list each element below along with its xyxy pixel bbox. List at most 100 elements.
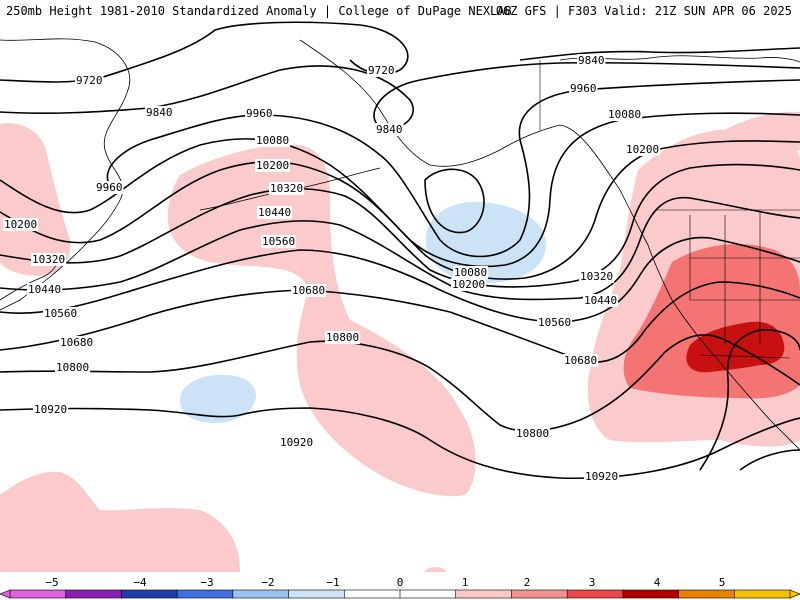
colorbar-swatch	[678, 589, 736, 599]
contour-10920-south	[699, 329, 800, 471]
contour-label: 10200	[452, 278, 485, 291]
colorbar-tick-label: 4	[654, 576, 661, 589]
state-lines	[689, 210, 800, 345]
colorbar-swatch	[622, 589, 680, 599]
contour-label-background	[59, 336, 95, 349]
colorbar-end-arrow	[789, 589, 800, 599]
contour-label: 10200	[256, 159, 289, 172]
colorbar-tick-label: 1	[462, 576, 469, 589]
colorbar-swatches	[0, 589, 800, 599]
contour-label: 9960	[96, 181, 123, 194]
colorbar-tick-label: 2	[524, 576, 531, 589]
contour-label-background	[145, 106, 174, 119]
contour-label: 9840	[376, 123, 403, 136]
colorbar-tick-label: 0	[397, 576, 404, 589]
contour-label-background	[515, 427, 551, 440]
contour-10200	[0, 140, 800, 280]
contour-label-background	[375, 123, 404, 136]
colorbar-tick-label: −5	[45, 576, 58, 589]
contour-label: 9960	[246, 107, 273, 120]
contour-label-background	[27, 283, 63, 296]
contour-label: 10560	[44, 307, 77, 320]
colorbar-end-arrow	[0, 589, 11, 599]
contour-label: 10680	[564, 354, 597, 367]
contour-label-background	[269, 182, 305, 195]
colorbar-tick-label: 5	[719, 576, 726, 589]
contour-9720	[0, 21, 409, 83]
colorbar-tick-label: −1	[326, 576, 339, 589]
contour-label-background	[537, 316, 573, 329]
colorbar-swatch	[343, 589, 401, 599]
contour-10560	[0, 236, 800, 323]
negative-anomaly-subtropical-pacific	[180, 374, 256, 423]
colorbar-swatch	[566, 589, 624, 599]
contour-label: 10800	[326, 331, 359, 344]
contour-9720-east	[519, 47, 800, 61]
contour-label: 10200	[626, 143, 659, 156]
contour-label-background	[577, 54, 606, 67]
contour-label: 9720	[368, 64, 395, 77]
contour-label-background	[325, 331, 361, 344]
contour-10680	[0, 281, 800, 363]
contour-label-background	[451, 278, 487, 291]
map-title: 250mb Height 1981-2010 Standardized Anom…	[6, 4, 512, 18]
positive-anomaly-small-south	[425, 567, 446, 572]
colorbar-swatch	[232, 589, 290, 599]
colorbar-tick-label: 3	[589, 576, 596, 589]
border-us-mexico	[699, 354, 791, 359]
colorbar-tick-label: −4	[133, 576, 147, 589]
contour-label-background	[75, 74, 104, 87]
contour-label: 10920	[34, 403, 67, 416]
contour-label-background	[257, 206, 293, 219]
contour-label: 10920	[585, 470, 618, 483]
contour-10320	[0, 163, 800, 288]
contour-label-background	[367, 64, 396, 77]
colorbar-tick-label: −3	[200, 576, 213, 589]
contour-10800	[0, 334, 800, 432]
positive-anomaly-central-pacific	[167, 144, 476, 497]
contour-label-background	[261, 235, 297, 248]
coastline-alaska	[299, 39, 649, 246]
contour-label: 10560	[262, 235, 295, 248]
contour-10920	[0, 407, 800, 480]
contour-label-background	[569, 82, 598, 95]
contour-label-background	[291, 284, 327, 297]
contour-label-background	[563, 354, 599, 367]
contour-label-background	[583, 294, 619, 307]
contour-label-background	[245, 107, 274, 120]
contour-label: 10440	[258, 206, 291, 219]
coastlines	[0, 38, 800, 451]
colorbar-swatch	[176, 589, 234, 599]
contour-label: 9840	[578, 54, 605, 67]
contour-label: 10200	[4, 218, 37, 231]
contour-label-background	[43, 307, 79, 320]
contour-9960-inner	[424, 168, 485, 234]
colorbar-swatch	[511, 589, 568, 599]
contour-label-background	[33, 403, 69, 416]
contour-label: 10440	[584, 294, 617, 307]
coastline-north-america	[647, 244, 800, 451]
contour-label: 10560	[538, 316, 571, 329]
contour-label: 10800	[516, 427, 549, 440]
contour-label: 10080	[454, 266, 487, 279]
colorbar-swatch	[9, 589, 67, 599]
colorbar-swatch	[65, 589, 123, 599]
contour-label-background	[31, 253, 67, 266]
colorbar-swatch	[288, 589, 346, 599]
contour-label: 10680	[292, 284, 325, 297]
contour-9840	[0, 61, 800, 129]
contour-10440	[0, 196, 800, 301]
contour-label-background	[255, 134, 291, 147]
contour-label: 10320	[270, 182, 303, 195]
colorbar-swatch	[121, 589, 178, 599]
model-run-info: 06Z GFS | F303 Valid: 21Z SUN APR 06 202…	[495, 4, 792, 18]
contour-label: 10080	[608, 108, 641, 121]
contour-label: 9720	[76, 74, 103, 87]
contour-label-background	[3, 218, 39, 231]
contour-label-background	[607, 108, 643, 121]
colorbar-swatch	[399, 589, 457, 599]
contour-label: 10920	[280, 436, 313, 449]
contour-south-edge	[739, 449, 800, 471]
colorbar-swatch	[733, 589, 791, 599]
positive-anomaly-south-pacific	[0, 471, 240, 572]
